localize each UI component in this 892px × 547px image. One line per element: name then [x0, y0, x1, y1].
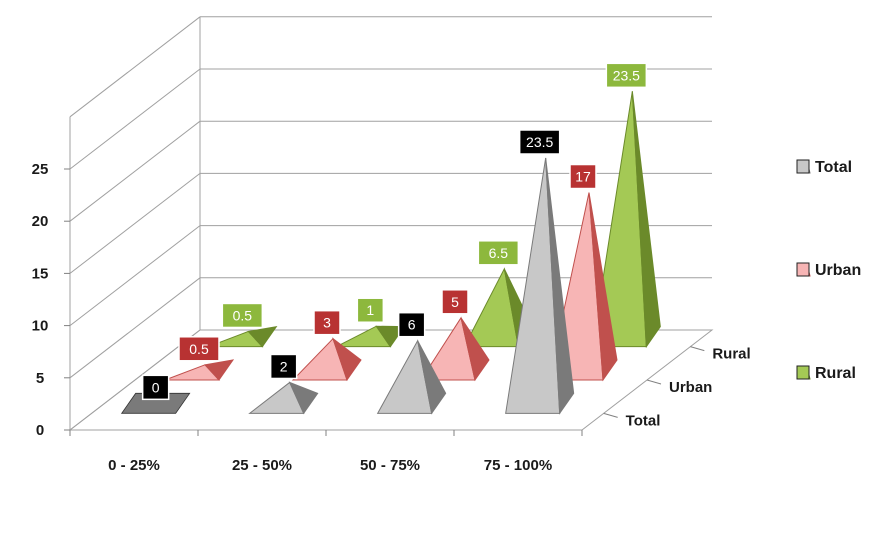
- data-label-text: 0.5: [233, 307, 253, 323]
- floor: [68, 329, 714, 431]
- x-tick-label: 75 - 100%: [484, 457, 552, 474]
- data-label: 5: [441, 289, 469, 315]
- data-label-box: [178, 336, 220, 362]
- pyramid-mark: [505, 157, 575, 415]
- legend-swatch-box: [796, 365, 810, 380]
- legend-label: Urban: [815, 262, 861, 279]
- data-label: 2: [269, 353, 298, 380]
- side-gridline: [69, 68, 201, 170]
- data-label-text: 2: [280, 358, 288, 374]
- data-label-box: [477, 240, 520, 266]
- pyramid-mark: [120, 392, 191, 414]
- data-label-text: 23.5: [613, 67, 640, 83]
- legend-label: Total: [815, 159, 852, 176]
- pyramid-side-face: [545, 157, 575, 415]
- data-label-text: 0.5: [189, 341, 209, 357]
- data-label-box: [518, 129, 561, 155]
- data-label-box: [221, 302, 264, 329]
- data-label: 0.5: [178, 336, 220, 362]
- pyramid-side-face: [588, 192, 618, 382]
- data-label-text: 6: [408, 317, 416, 333]
- x-tick-label: 25 - 50%: [232, 457, 292, 474]
- pyramid-side-face: [460, 317, 490, 382]
- depth-tick-mark: [646, 379, 662, 385]
- data-label-box: [605, 62, 648, 89]
- data-label: 3: [313, 309, 341, 336]
- data-label: 23.5: [518, 129, 561, 155]
- x-tick-label: 50 - 75%: [360, 457, 420, 474]
- pyramid-side-face: [288, 381, 319, 415]
- data-label: 23.5: [605, 62, 648, 89]
- depth-tick-mark: [603, 412, 618, 418]
- data-label-box: [569, 163, 597, 190]
- pyramid-mark: [208, 325, 278, 348]
- pyramid-side-face: [631, 91, 661, 349]
- legend-label: Rural: [815, 365, 856, 382]
- y-tick-label: 15: [32, 265, 49, 282]
- data-labels: 0.5 1 6.5 23.5 0.5 3 5 17 0 2 6 23.5: [141, 62, 648, 401]
- pyramid-mark: [248, 381, 319, 415]
- data-label-text: 0: [152, 379, 160, 395]
- y-tick-label: 10: [32, 318, 49, 335]
- data-label: 0: [141, 374, 170, 401]
- depth-label: Urban: [669, 379, 712, 396]
- pyramid-mark: [291, 337, 362, 382]
- chart-marks: [120, 91, 661, 415]
- pyramid-mark: [376, 339, 447, 415]
- data-label: 0.5: [221, 302, 264, 329]
- y-tick-label: 5: [36, 370, 44, 387]
- pyramid-side-face: [247, 325, 278, 348]
- pyramid-mark: [336, 325, 406, 348]
- depth-label: Rural: [712, 346, 750, 363]
- side-gridline: [69, 120, 201, 222]
- chart-walls: [68, 16, 714, 431]
- side-gridline: [69, 173, 201, 274]
- x-tick-label: 0 - 25%: [108, 457, 160, 474]
- data-label-text: 3: [323, 315, 331, 331]
- pyramid-base: [120, 392, 191, 414]
- data-label: 1: [356, 297, 385, 323]
- data-label-box: [269, 353, 298, 380]
- data-label-box: [313, 309, 341, 336]
- y-tick-label: 25: [32, 161, 49, 178]
- data-label: 17: [569, 163, 597, 190]
- pyramid-side-face: [417, 340, 447, 415]
- data-label-text: 6.5: [489, 245, 509, 261]
- legend-swatch-box: [796, 262, 810, 277]
- pyramid-front-face: [505, 157, 561, 414]
- side-gridline: [69, 277, 201, 379]
- data-label-box: [141, 374, 170, 401]
- depth-label: Total: [626, 412, 661, 429]
- legend-item: Total: [796, 159, 852, 176]
- data-label-box: [356, 297, 385, 323]
- legend-item: Rural: [796, 365, 856, 382]
- data-label-text: 23.5: [526, 134, 553, 150]
- data-label-text: 17: [575, 169, 591, 185]
- side-gridline: [69, 16, 201, 118]
- pyramid-side-face: [332, 337, 362, 382]
- data-label: 6: [397, 311, 426, 338]
- side-gridline: [69, 225, 201, 326]
- data-label-box: [441, 289, 469, 315]
- data-label: 6.5: [477, 240, 520, 266]
- pyramid-side-face: [204, 359, 235, 381]
- pyramid-mark: [164, 359, 235, 381]
- legend-item: Urban: [796, 262, 861, 279]
- depth-tick-mark: [690, 346, 705, 352]
- data-label-box: [397, 311, 426, 338]
- pyramid-side-face: [375, 325, 406, 348]
- pyramid-mark: [591, 91, 661, 349]
- data-label-text: 5: [451, 294, 459, 310]
- pyramid-mark: [420, 316, 490, 382]
- y-tick-label: 0: [36, 422, 44, 439]
- legend: Total Urban Rural: [796, 159, 861, 382]
- data-label-text: 1: [366, 302, 374, 318]
- legend-swatch-box: [796, 159, 810, 174]
- y-tick-label: 20: [32, 213, 49, 230]
